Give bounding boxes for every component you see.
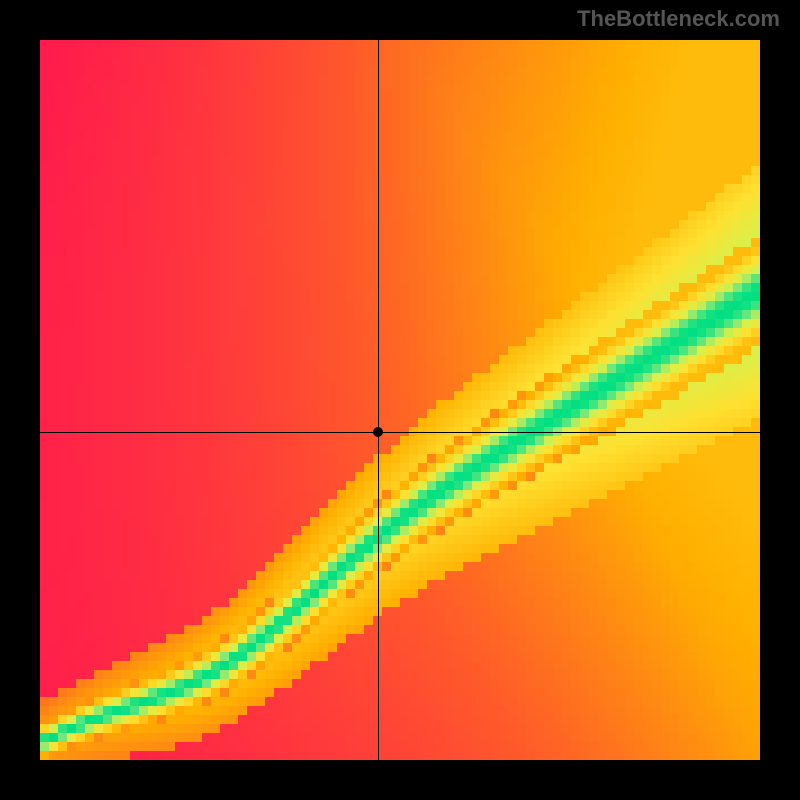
watermark-text: TheBottleneck.com xyxy=(577,6,780,32)
crosshair-vertical xyxy=(378,40,379,760)
crosshair-horizontal xyxy=(40,432,760,433)
heatmap-canvas xyxy=(40,40,760,760)
chart-container: TheBottleneck.com xyxy=(0,0,800,800)
